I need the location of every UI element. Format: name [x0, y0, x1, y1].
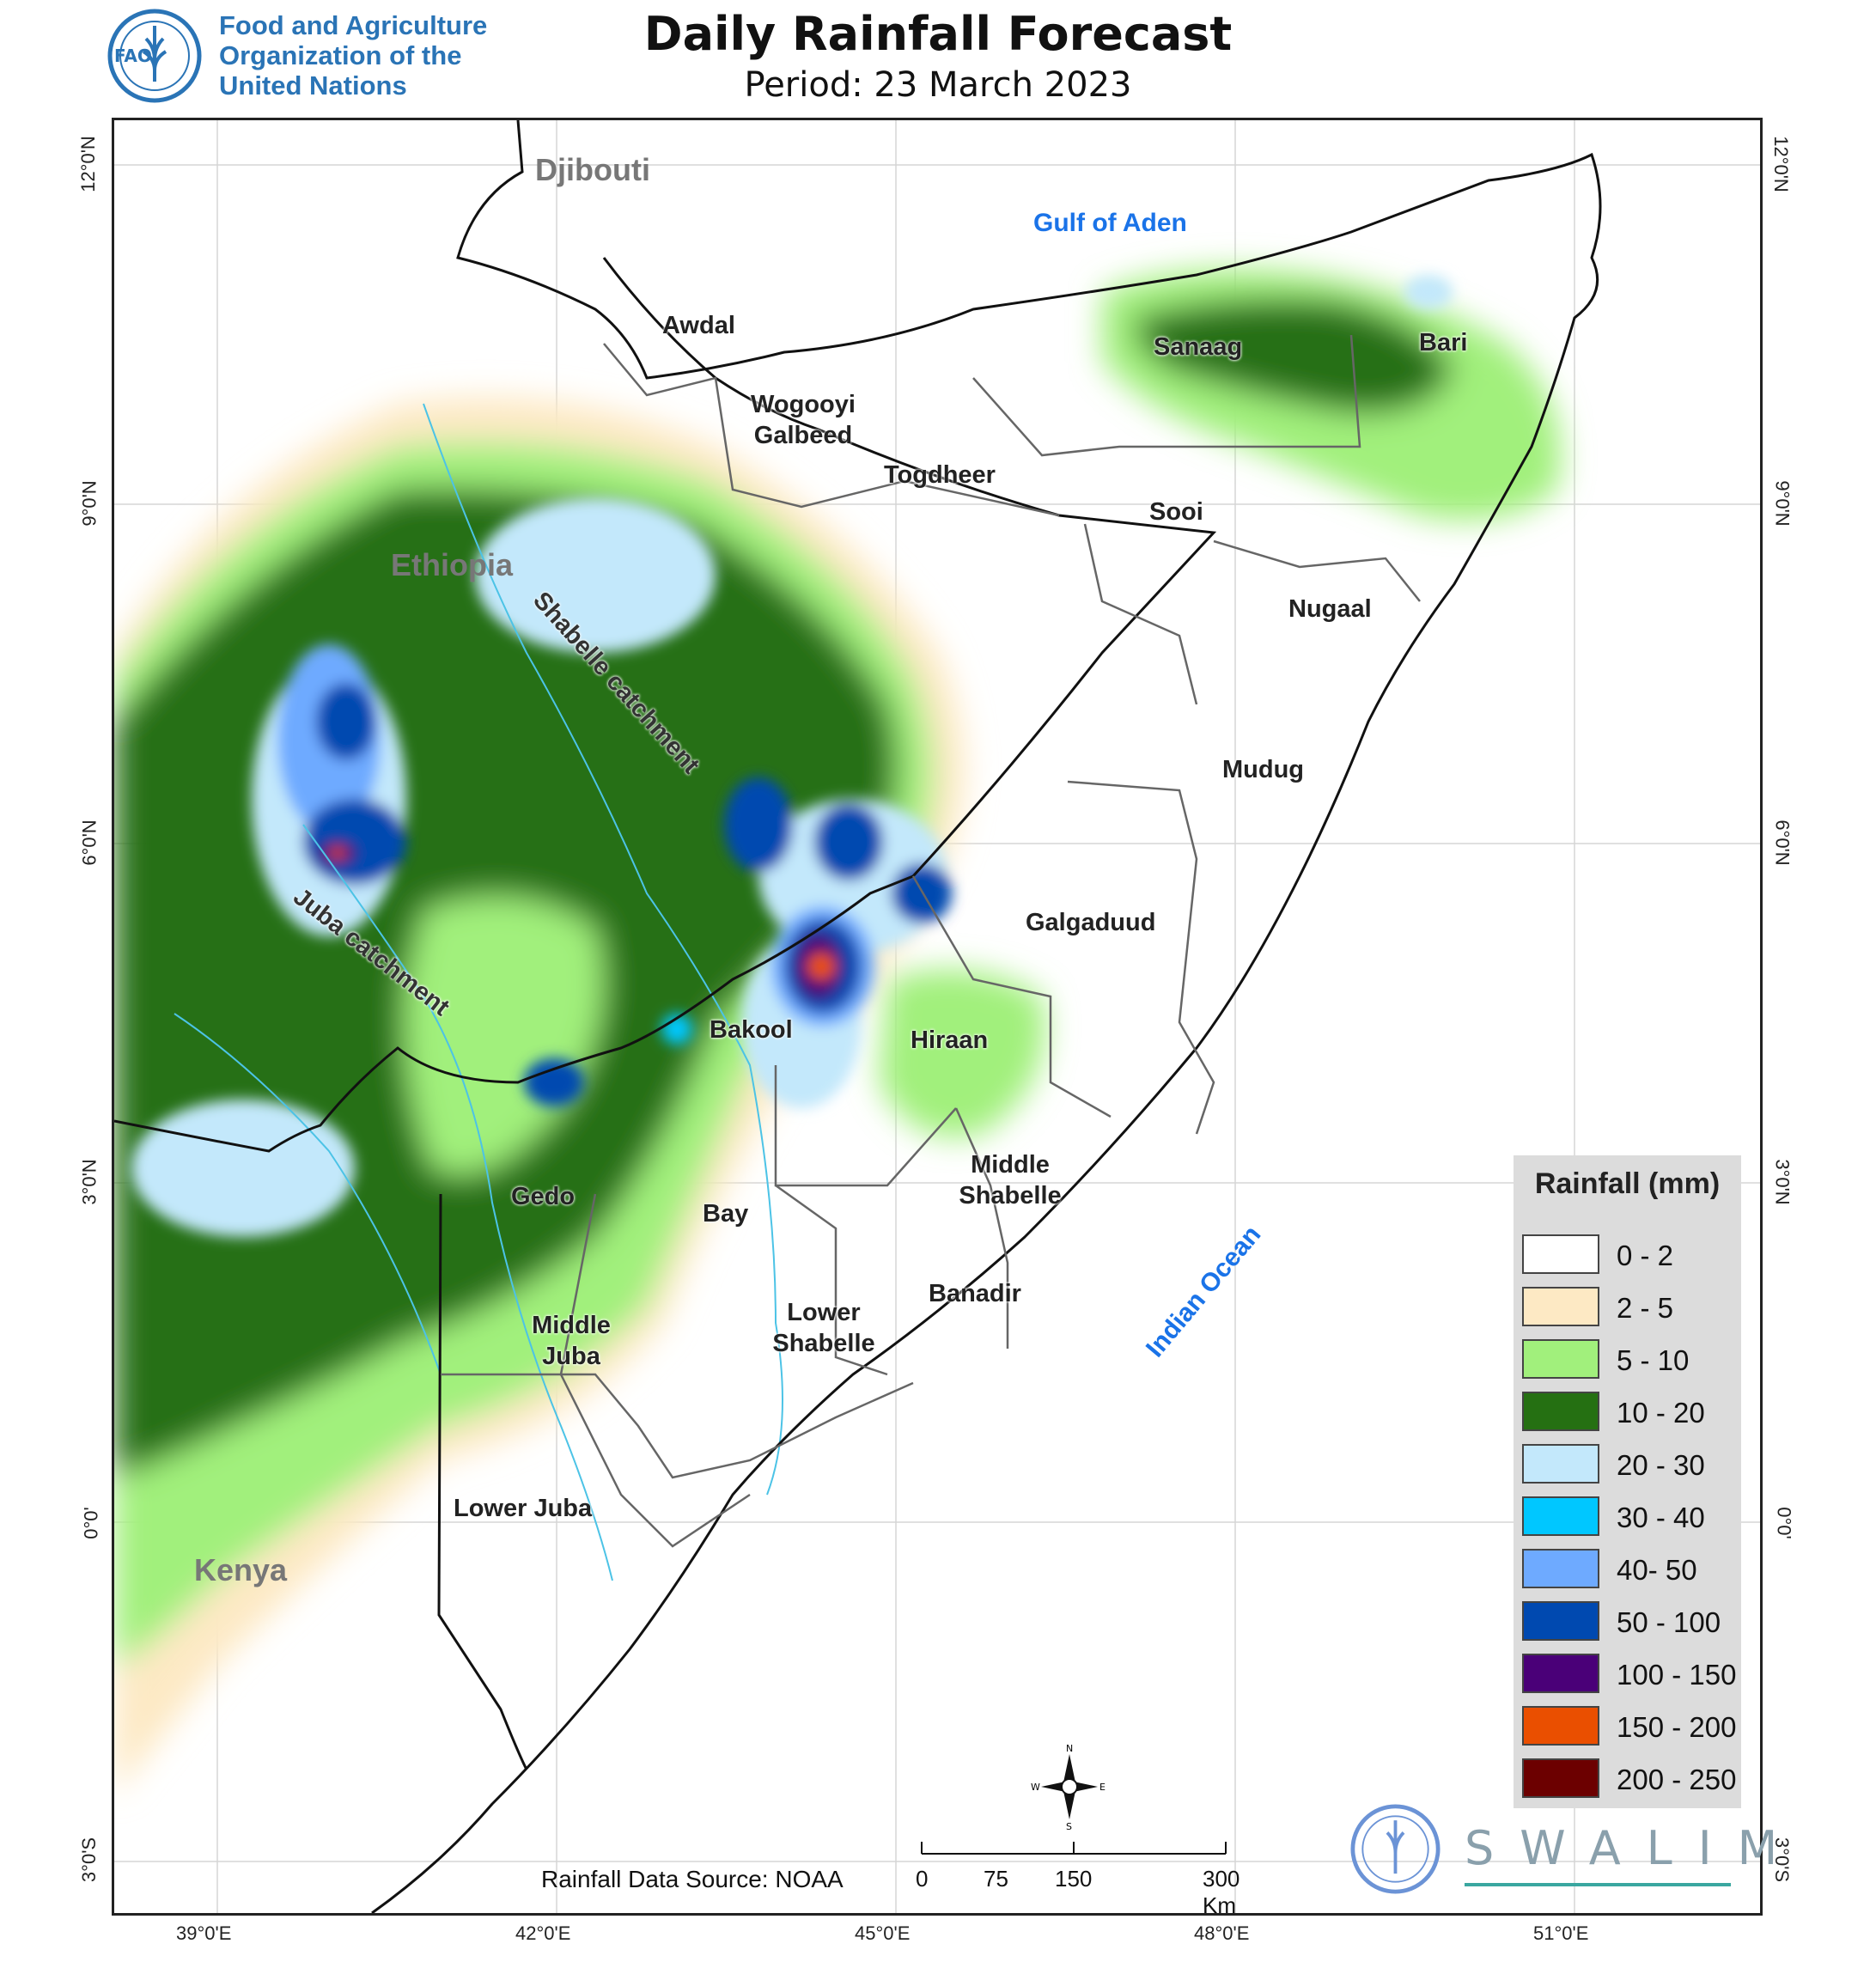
legend: Rainfall (mm) 0 - 2 2 - 5 5 - 10 10 - 20 20 …: [1514, 1155, 1741, 1808]
legend-swatch: [1522, 1444, 1599, 1484]
country-label: Ethiopia: [391, 547, 513, 582]
lat-tick: 6°0'N: [78, 819, 100, 866]
lon-tick: 48°0'E: [1194, 1922, 1250, 1944]
fao-logo-footer: [1350, 1804, 1440, 1894]
legend-label: 2 - 5: [1617, 1292, 1674, 1324]
legend-swatch: [1522, 1758, 1599, 1798]
lat-tick: 3°0'N: [78, 1159, 100, 1205]
legend-swatch: [1522, 1287, 1599, 1326]
page-subtitle: Period: 23 March 2023: [744, 65, 1132, 105]
lat-tick: 6°0'N: [1771, 819, 1794, 866]
legend-label: 150 - 200: [1617, 1711, 1737, 1743]
lat-tick: 12°0'N: [1769, 136, 1792, 192]
legend-swatch: [1522, 1601, 1599, 1641]
north-arrow: N S E W: [1031, 1743, 1108, 1832]
legend-label: 100 - 150: [1617, 1659, 1737, 1691]
legend-label: 20 - 30: [1617, 1449, 1705, 1481]
lat-tick: 9°0'N: [1771, 480, 1794, 527]
org-name-line: Organization of the: [219, 40, 462, 70]
region-label: Galgaduud: [1026, 909, 1156, 936]
org-name: Food and Agriculture Organization of the…: [219, 10, 487, 101]
region-label: Middle Juba: [532, 1312, 611, 1370]
legend-label: 200 - 250: [1617, 1764, 1737, 1795]
country-label: Kenya: [194, 1552, 288, 1587]
legend-swatch: [1522, 1654, 1599, 1693]
legend-label: 5 - 10: [1617, 1344, 1690, 1376]
legend-swatch: [1522, 1392, 1599, 1431]
international-boundary: [114, 257, 1217, 1770]
country-label: Djibouti: [535, 152, 650, 187]
legend-swatch: [1522, 1234, 1599, 1274]
legend-label: 10 - 20: [1617, 1397, 1705, 1429]
scale-label: 150: [1055, 1866, 1093, 1892]
legend-title: Rainfall (mm): [1534, 1167, 1721, 1200]
org-name-line: United Nations: [219, 70, 407, 101]
rivers: [174, 403, 783, 1581]
svg-text:W: W: [1031, 1782, 1040, 1793]
legend-swatch: [1522, 1339, 1599, 1379]
region-label: Awdal: [662, 312, 735, 339]
swalim-logo: SWALIM: [1465, 1821, 1804, 1875]
region-label: Sooi: [1149, 498, 1203, 526]
region-label: Lower Juba: [454, 1495, 593, 1522]
org-name-line: Food and Agriculture: [219, 10, 488, 40]
scale-label: 0: [916, 1866, 929, 1892]
region-label: Mudug: [1222, 756, 1305, 783]
region-label: Gedo: [511, 1183, 576, 1210]
lat-tick: 3°0'S: [78, 1837, 100, 1883]
fao-logo: FAO: [107, 9, 202, 103]
region-label: Banadir: [929, 1280, 1021, 1307]
legend-label: 30 - 40: [1617, 1502, 1705, 1533]
region-label: Sanaag: [1154, 333, 1243, 361]
lon-tick: 45°0'E: [855, 1922, 911, 1944]
lon-tick: 42°0'E: [515, 1922, 571, 1944]
legend-swatch: [1522, 1706, 1599, 1746]
legend-swatch: [1522, 1496, 1599, 1536]
lat-tick: 3°0'N: [1771, 1159, 1794, 1205]
data-source-note: Rainfall Data Source: NOAA: [541, 1866, 844, 1892]
swalim-underline: [1465, 1883, 1731, 1886]
lat-tick: 12°0'N: [76, 136, 99, 192]
region-label: Lower Shabelle: [772, 1299, 875, 1357]
lat-tick: 0°0': [80, 1507, 102, 1539]
lon-tick: 51°0'E: [1533, 1922, 1589, 1944]
region-boundaries: [441, 334, 1421, 1548]
legend-label: 40- 50: [1617, 1554, 1697, 1586]
region-label: Bakool: [710, 1016, 793, 1044]
region-label: Bay: [703, 1200, 749, 1228]
lon-tick: 39°0'E: [176, 1922, 232, 1944]
lat-tick: 9°0'N: [78, 480, 100, 527]
region-label: Nugaal: [1288, 595, 1372, 623]
page-title: Daily Rainfall Forecast: [643, 7, 1233, 61]
legend-label: 50 - 100: [1617, 1606, 1721, 1638]
svg-text:N: N: [1066, 1744, 1073, 1754]
region-label: Togdheer: [884, 461, 996, 489]
region-label: Hiraan: [911, 1027, 989, 1054]
map-canvas: [114, 120, 1760, 1913]
water-label: Gulf of Aden: [1033, 209, 1187, 237]
scale-label: 300 Km: [1203, 1866, 1240, 1918]
rainfall-layer-high: [131, 275, 1453, 1237]
legend-label: 0 - 2: [1617, 1240, 1674, 1271]
legend-swatch: [1522, 1549, 1599, 1588]
scale-label: 75: [984, 1866, 1008, 1892]
svg-text:E: E: [1099, 1782, 1106, 1793]
scale-bar: 0 75 150 300 Km: [911, 1838, 1254, 1918]
svg-text:FAO: FAO: [114, 46, 152, 66]
coastline: [371, 120, 1602, 1913]
lat-tick: 0°0': [1773, 1507, 1795, 1539]
rainfall-map: Djibouti Ethiopia Kenya Gulf of Aden Ind…: [112, 118, 1763, 1916]
region-label: Bari: [1419, 329, 1468, 356]
region-label: Middle Shabelle: [959, 1151, 1062, 1209]
svg-text:S: S: [1066, 1821, 1072, 1830]
region-label: Wogooyi Galbeed: [751, 391, 856, 449]
